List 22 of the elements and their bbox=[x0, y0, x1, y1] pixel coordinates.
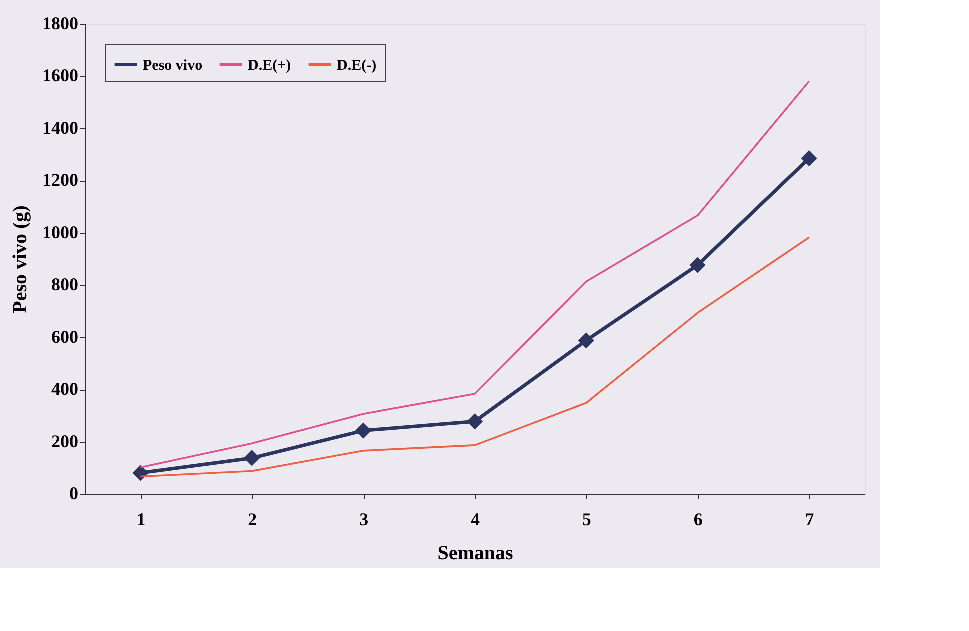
y-tick-label: 800 bbox=[52, 274, 78, 295]
y-tick-label: 600 bbox=[52, 326, 78, 347]
y-axis-title: Peso vivo (g) bbox=[10, 206, 32, 314]
legend-label: Peso vivo bbox=[143, 58, 203, 74]
legend-label: D.E(+) bbox=[248, 58, 292, 74]
x-tick-label: 6 bbox=[694, 510, 703, 530]
y-tick-label: 0 bbox=[70, 484, 78, 504]
legend-label: D.E(-) bbox=[337, 58, 377, 74]
x-tick-label: 5 bbox=[582, 510, 592, 530]
x-tick-label: 3 bbox=[360, 510, 369, 530]
x-tick-label: 7 bbox=[805, 510, 814, 530]
y-tick-label: 1200 bbox=[42, 170, 78, 190]
y-tick-label: 1800 bbox=[42, 14, 78, 34]
x-tick-label: 4 bbox=[471, 510, 480, 530]
y-tick-label: 200 bbox=[52, 431, 78, 452]
y-tick-label: 400 bbox=[52, 379, 78, 400]
x-axis-title: Semanas bbox=[438, 542, 514, 564]
y-tick-label: 1000 bbox=[42, 222, 78, 242]
y-tick-label: 1600 bbox=[42, 66, 78, 86]
x-tick-label: 2 bbox=[248, 510, 258, 530]
x-tick-label: 1 bbox=[136, 510, 146, 530]
y-tick-label: 1400 bbox=[42, 118, 78, 138]
